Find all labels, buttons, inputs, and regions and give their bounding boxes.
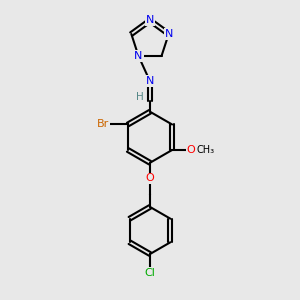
Text: H: H	[136, 92, 144, 102]
Text: O: O	[146, 173, 154, 184]
Text: CH₃: CH₃	[196, 145, 215, 155]
Text: N: N	[146, 15, 154, 26]
Text: N: N	[134, 51, 142, 61]
Text: N: N	[146, 76, 154, 86]
Text: O: O	[187, 145, 196, 155]
Text: Cl: Cl	[145, 268, 155, 278]
Text: N: N	[164, 29, 173, 39]
Text: Br: Br	[97, 119, 109, 130]
